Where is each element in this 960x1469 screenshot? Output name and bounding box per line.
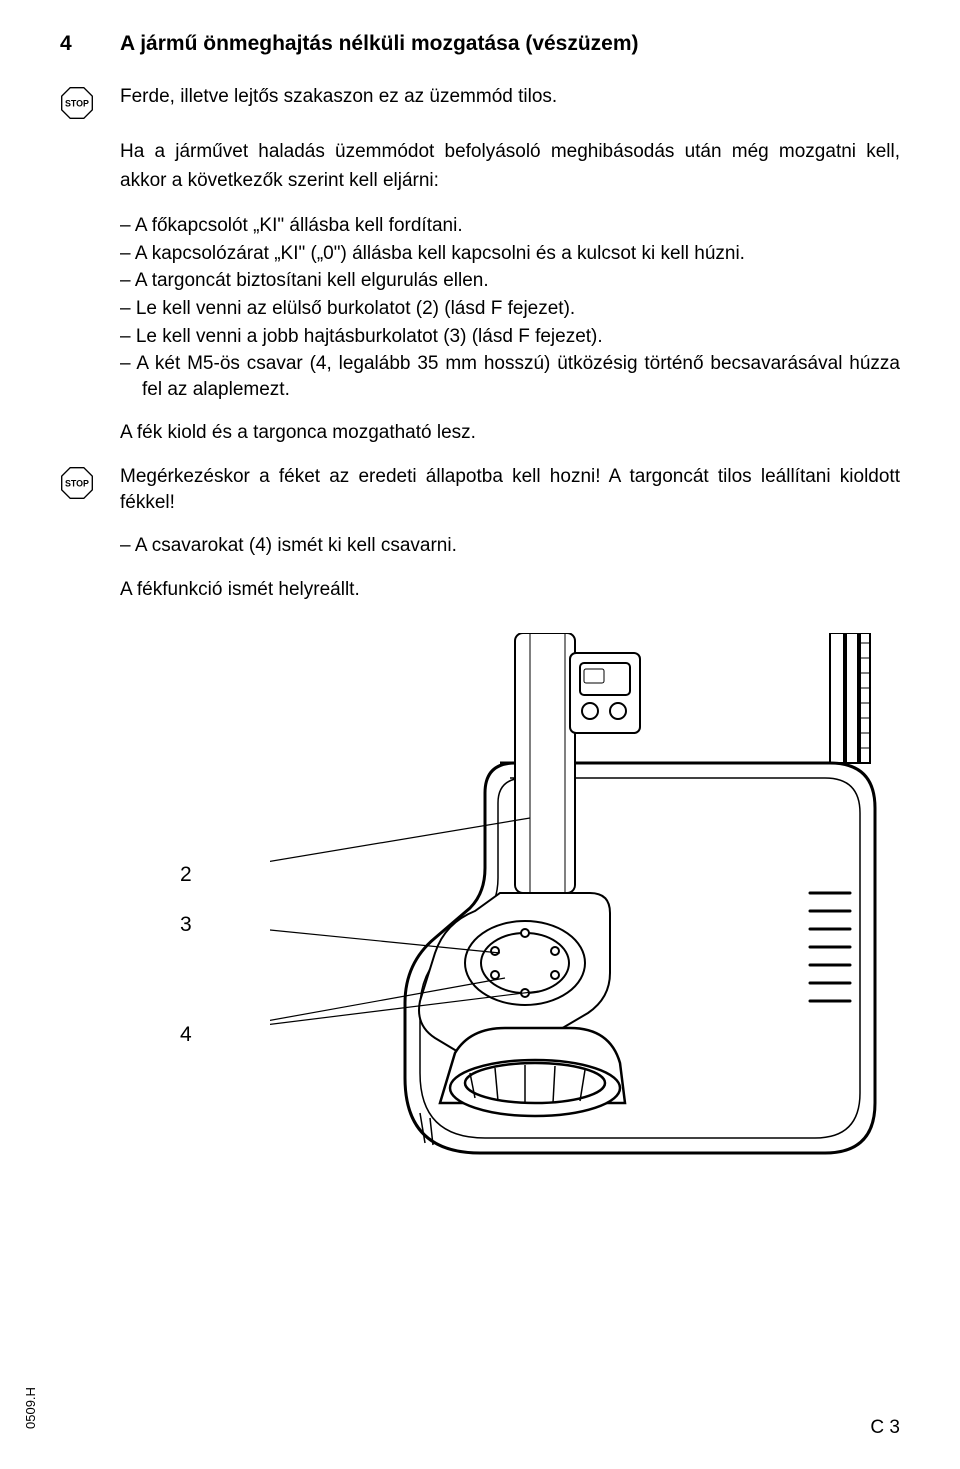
figure: 2 3 4	[120, 633, 900, 1233]
paragraph-1: Ha a járművet haladás üzemmódot befolyás…	[120, 138, 900, 195]
callout-4: 4	[180, 1023, 192, 1047]
list-item: A targoncát biztosítani kell elgurulás e…	[120, 268, 900, 294]
warning-1: Ferde, illetve lejtős szakaszon ez az üz…	[120, 84, 900, 110]
forklift-illustration	[270, 633, 890, 1193]
instruction-list-1: A főkapcsolót „KI" állásba kell fordítan…	[120, 213, 900, 402]
instruction-list-2: A csavarokat (4) ismét ki kell csavarni.	[120, 533, 900, 559]
list-item: A csavarokat (4) ismét ki kell csavarni.	[120, 533, 900, 559]
callout-2: 2	[180, 863, 192, 887]
list-item: A főkapcsolót „KI" állásba kell fordítan…	[120, 213, 900, 239]
svg-text:STOP: STOP	[65, 98, 89, 108]
list-item: Le kell venni az elülső burkolatot (2) (…	[120, 296, 900, 322]
stop-icon: STOP	[60, 466, 94, 500]
footer-left: 0509.H	[23, 1387, 38, 1429]
footer-page: C 3	[870, 1417, 900, 1439]
warning-2: Megérkezéskor a féket az eredeti állapot…	[120, 464, 900, 515]
svg-text:STOP: STOP	[65, 479, 89, 489]
section-title: A jármű önmeghajtás nélküli mozgatása (v…	[120, 32, 639, 56]
list-item: A két M5-ös csavar (4, legalább 35 mm ho…	[120, 351, 900, 402]
callout-3: 3	[180, 913, 192, 937]
list-item: Le kell venni a jobb hajtásburkolatot (3…	[120, 324, 900, 350]
paragraph-2: A fék kiold és a targonca mozgatható les…	[120, 420, 900, 446]
paragraph-3: A fékfunkció ismét helyreállt.	[120, 577, 900, 603]
list-item: A kapcsolózárat „KI" („0") állásba kell …	[120, 241, 900, 267]
section-number: 4	[60, 32, 120, 56]
stop-icon: STOP	[60, 86, 94, 120]
